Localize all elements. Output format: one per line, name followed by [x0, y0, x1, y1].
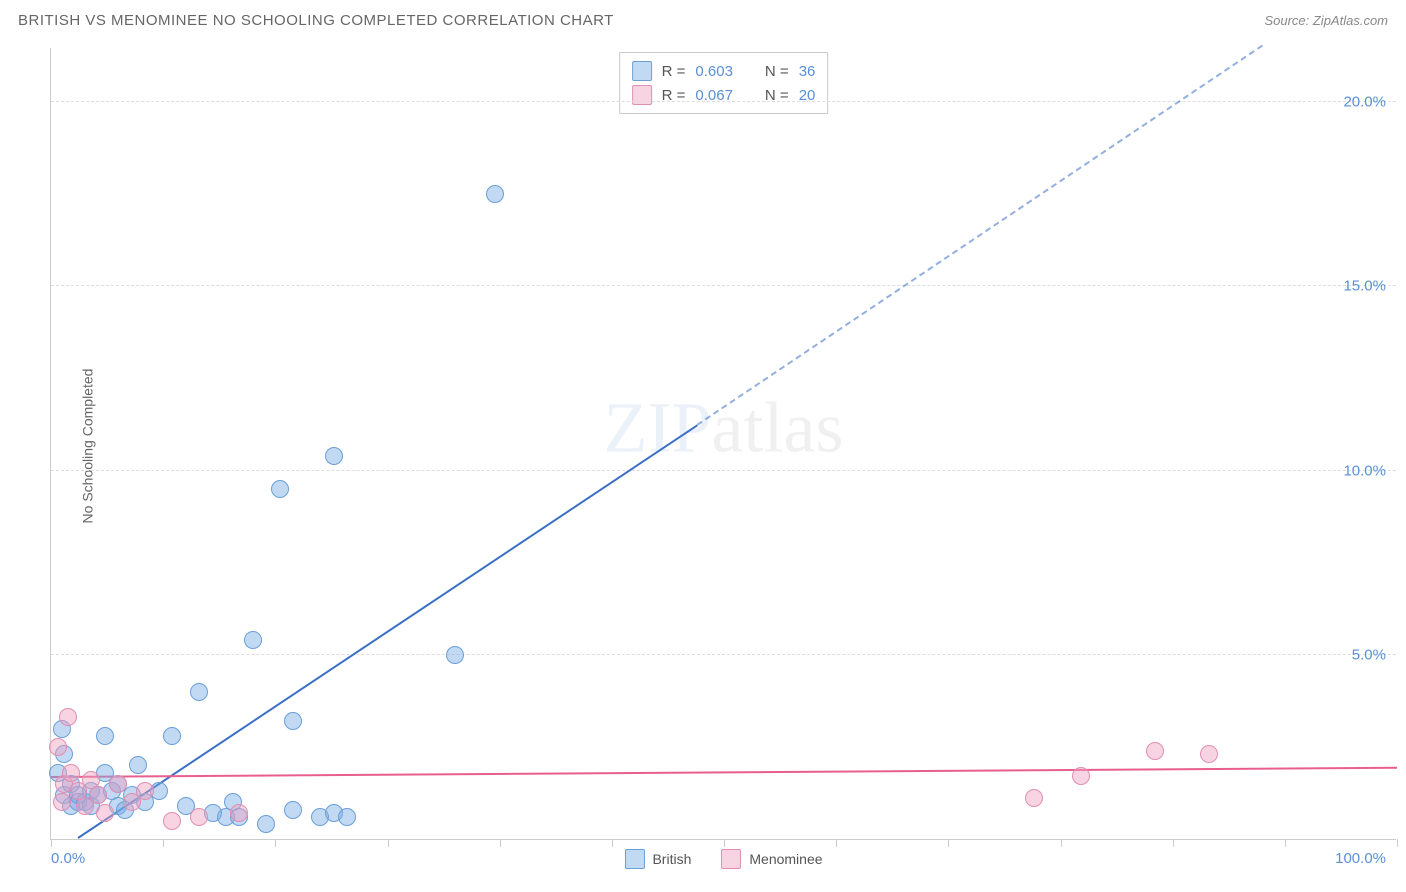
data-point	[89, 786, 107, 804]
data-point	[284, 712, 302, 730]
x-tick	[1285, 839, 1286, 847]
n-value: 36	[799, 63, 816, 80]
data-point	[1146, 742, 1164, 760]
gridline	[51, 654, 1396, 655]
legend-swatch	[721, 849, 741, 869]
x-axis-max-label: 100.0%	[1335, 850, 1386, 867]
series-label: British	[652, 851, 691, 867]
data-point	[96, 804, 114, 822]
data-point	[338, 808, 356, 826]
x-tick	[1061, 839, 1062, 847]
data-point	[163, 812, 181, 830]
y-tick-label: 15.0%	[1343, 278, 1386, 295]
legend-swatch	[632, 61, 652, 81]
data-point	[271, 480, 289, 498]
y-tick-label: 20.0%	[1343, 94, 1386, 111]
data-point	[325, 447, 343, 465]
r-value: 0.603	[695, 63, 733, 80]
x-tick	[388, 839, 389, 847]
data-point	[1200, 745, 1218, 763]
data-point	[59, 708, 77, 726]
data-point	[96, 727, 114, 745]
data-point	[284, 801, 302, 819]
gridline	[51, 285, 1396, 286]
y-tick-label: 10.0%	[1343, 462, 1386, 479]
gridline	[51, 470, 1396, 471]
x-tick	[51, 839, 52, 847]
r-label: R =	[662, 63, 686, 80]
data-point	[163, 727, 181, 745]
data-point	[129, 756, 147, 774]
chart-title: BRITISH VS MENOMINEE NO SCHOOLING COMPLE…	[18, 12, 614, 29]
data-point	[486, 185, 504, 203]
data-point	[1072, 767, 1090, 785]
x-tick	[275, 839, 276, 847]
data-point	[53, 793, 71, 811]
data-point	[190, 683, 208, 701]
data-point	[244, 631, 262, 649]
series-label: Menominee	[749, 851, 822, 867]
data-point	[49, 738, 67, 756]
legend-swatch	[624, 849, 644, 869]
watermark: ZIPatlas	[604, 386, 844, 469]
x-tick	[163, 839, 164, 847]
x-tick	[836, 839, 837, 847]
stats-legend-row: R =0.067N =20	[632, 83, 816, 107]
data-point	[257, 815, 275, 833]
stats-legend: R = 0.603 N = 36 R =0.067N =20	[619, 52, 829, 114]
x-tick	[724, 839, 725, 847]
n-label: N =	[765, 63, 789, 80]
x-tick	[948, 839, 949, 847]
stats-legend-row: R = 0.603 N = 36	[632, 59, 816, 83]
x-axis-min-label: 0.0%	[51, 850, 85, 867]
series-legend-item: Menominee	[721, 849, 822, 869]
gridline	[51, 101, 1396, 102]
data-point	[1025, 789, 1043, 807]
x-tick	[500, 839, 501, 847]
data-point	[446, 646, 464, 664]
chart-plot-area: ZIPatlas 0.0% 100.0% R =0.603N =36R =0.0…	[50, 48, 1396, 840]
series-legend: British Menominee	[624, 849, 822, 869]
trend-line	[51, 767, 1397, 778]
data-point	[109, 775, 127, 793]
data-point	[62, 764, 80, 782]
data-point	[136, 782, 154, 800]
source-label: Source: ZipAtlas.com	[1264, 13, 1388, 28]
series-legend-item: British	[624, 849, 691, 869]
x-tick	[612, 839, 613, 847]
x-tick	[1173, 839, 1174, 847]
data-point	[230, 804, 248, 822]
data-point	[190, 808, 208, 826]
y-tick-label: 5.0%	[1352, 646, 1386, 663]
x-tick	[1397, 839, 1398, 847]
